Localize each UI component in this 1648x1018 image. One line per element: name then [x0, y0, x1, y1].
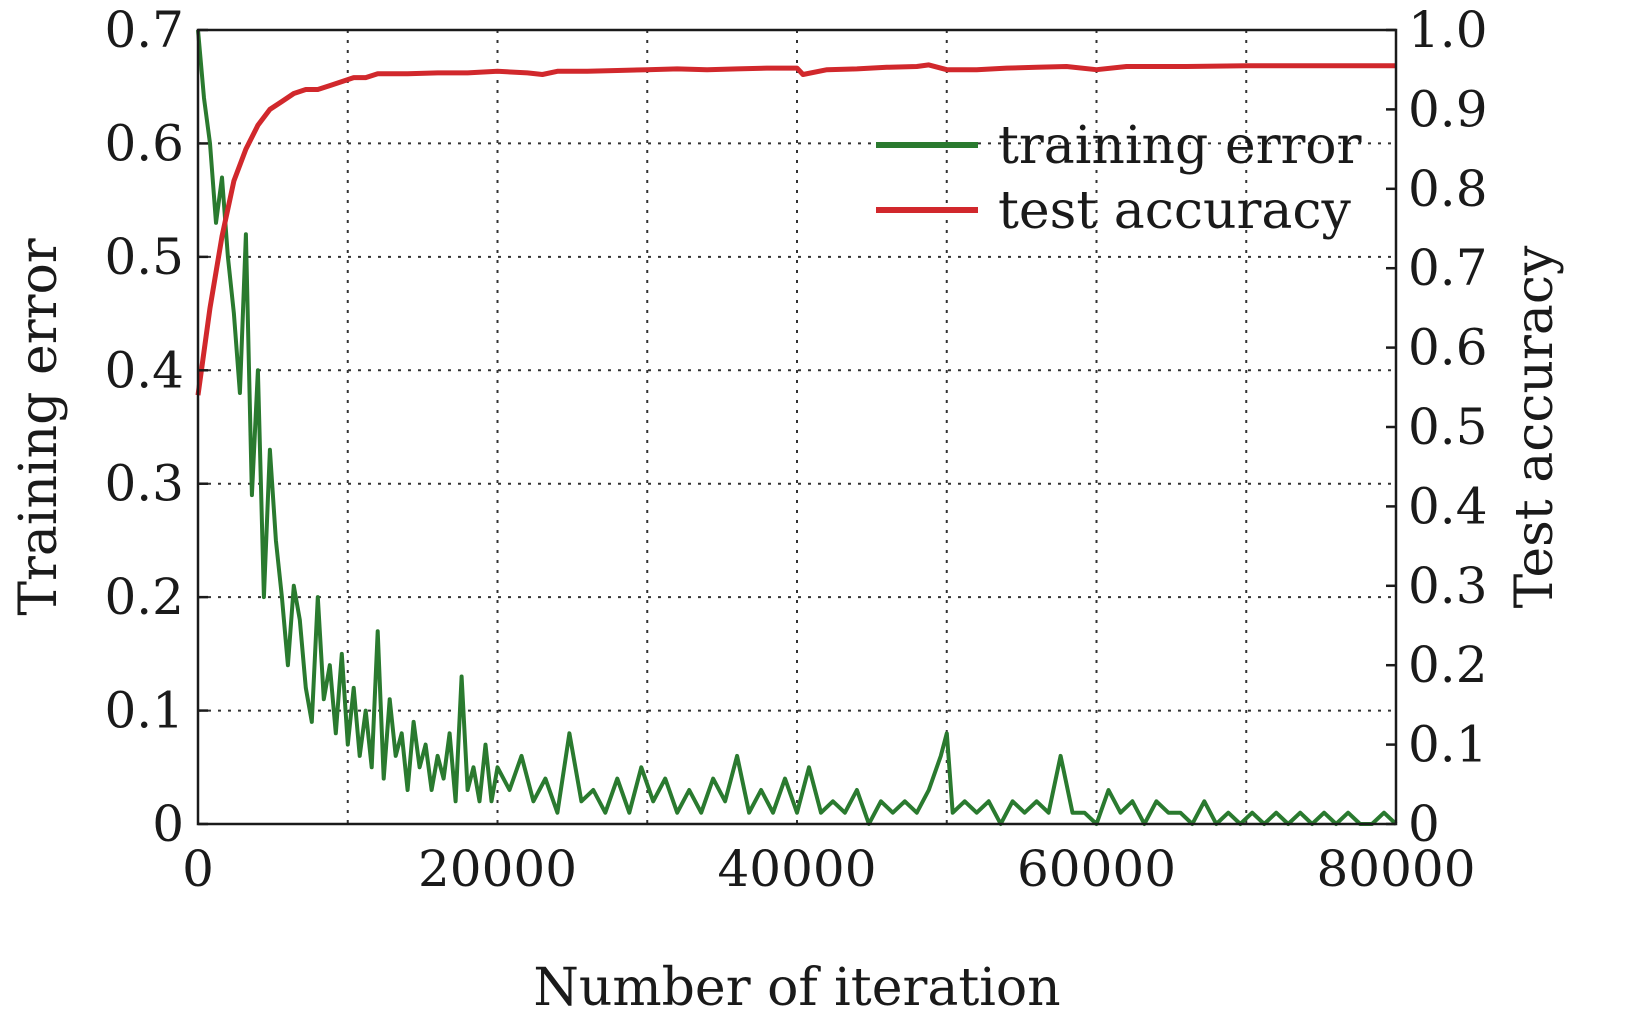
- legend-label-test-accuracy: test accuracy: [998, 181, 1352, 241]
- y-left-tick-label: 0.3: [104, 455, 184, 513]
- y-left-tick-label: 0.5: [104, 228, 184, 286]
- legend-label-training-error: training error: [998, 116, 1362, 176]
- y-left-tick-label: 0: [152, 795, 184, 853]
- y-axis-left-title: Training error: [9, 238, 69, 615]
- y-right-tick-label: 0.6: [1408, 319, 1488, 377]
- y-left-tick-label: 0.4: [104, 341, 184, 399]
- y-right-tick-label: 0.9: [1408, 80, 1488, 138]
- y-right-tick-label: 0: [1408, 795, 1440, 853]
- y-left-tick-label: 0.6: [104, 114, 184, 172]
- x-tick-label: 40000: [717, 840, 876, 898]
- axis-ticks: 0 20000 40000 60000 8000000.10.20.30.40.50.6…: [104, 1, 1487, 898]
- series-line-test-accuracy: [195, 62, 1396, 396]
- y-right-tick-label: 0.2: [1408, 636, 1488, 694]
- y-right-tick-label: 0.3: [1408, 557, 1488, 615]
- y-left-tick-label: 0.7: [104, 1, 184, 59]
- x-tick-label: 60000: [1017, 840, 1176, 898]
- y-right-tick-label: 0.7: [1408, 239, 1488, 297]
- gridlines: [198, 30, 1396, 824]
- y-left-tick-label: 0.2: [104, 568, 184, 626]
- y-right-tick-label: 0.5: [1408, 398, 1488, 456]
- y-right-tick-label: 0.4: [1408, 477, 1488, 535]
- legend: training error test accuracy: [876, 116, 1362, 241]
- y-left-tick-label: 0.1: [104, 682, 184, 740]
- y-right-tick-label: 0.1: [1408, 716, 1488, 774]
- y-axis-right-title: Test accuracy: [1505, 245, 1565, 608]
- x-axis-title: Number of iteration: [533, 958, 1060, 1018]
- x-tick-label: 20000: [418, 840, 577, 898]
- x-tick-label: 0: [182, 840, 214, 898]
- y-right-tick-label: 0.8: [1408, 160, 1488, 218]
- x-tick-label: 80000: [1316, 840, 1475, 898]
- y-right-tick-label: 1.0: [1408, 1, 1488, 59]
